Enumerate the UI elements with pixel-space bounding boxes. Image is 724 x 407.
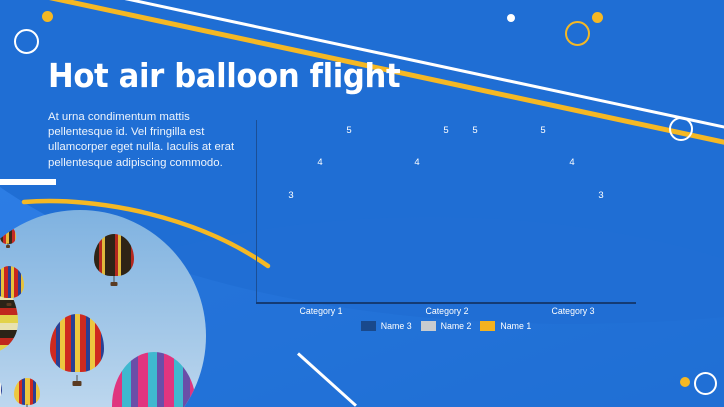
chart-bar[interactable]: 5 (530, 125, 556, 303)
chart-group-1: 3 4 5 (278, 120, 365, 302)
balloon-center-red (50, 314, 104, 386)
chart-bar[interactable]: 5 (433, 125, 459, 303)
yellow-dot-bottom-right (680, 377, 690, 387)
chart-bar-value: 5 (540, 124, 546, 136)
bar-chart[interactable]: 3 4 5 4 5 5 5 4 3 Category 1 Category 2 Category 3… (256, 118, 636, 338)
chart-legend-swatch (420, 321, 436, 331)
page-title: Hot air balloon flight (48, 56, 401, 95)
white-ring-right (669, 117, 693, 141)
white-bar-left (0, 179, 56, 185)
chart-bar[interactable]: 3 (588, 190, 614, 303)
chart-legend-label: Name 3 (380, 321, 412, 331)
chart-legend-item[interactable]: Name 1 (480, 321, 531, 331)
chart-bar[interactable]: 4 (404, 157, 430, 302)
chart-bar[interactable]: 5 (462, 125, 488, 303)
balloon-large-bottom-right (112, 352, 196, 407)
chart-bar[interactable]: 3 (278, 190, 304, 303)
chart-bar-value: 5 (346, 124, 352, 136)
chart-bar-value: 4 (414, 157, 420, 168)
body-paragraph: At urna condimentum mattis pellentesque … (48, 111, 235, 169)
chart-legend-label: Name 1 (500, 321, 532, 331)
chart-group-2: 4 5 5 (404, 120, 491, 302)
balloon-small-bottom-2 (14, 378, 40, 407)
chart-category-label: Category 1 (299, 306, 343, 316)
chart-bar-value: 5 (443, 124, 449, 136)
chart-legend-swatch (480, 321, 496, 331)
balloon-small-bottom-1 (0, 376, 2, 406)
yellow-dot-top-right (592, 12, 603, 23)
chart-category-labels: Category 1 Category 2 Category 3 (256, 306, 636, 320)
yellow-dot-top-left (42, 11, 53, 22)
yellow-ring-top-right (565, 21, 590, 46)
chart-legend-label: Name 2 (440, 321, 472, 331)
chart-group-3: 5 4 3 (530, 120, 617, 302)
chart-category-label: Category 2 (425, 306, 469, 316)
yellow-curve-swoosh (21, 198, 271, 269)
chart-bar[interactable]: 4 (307, 157, 333, 302)
chart-legend-item[interactable]: Name 3 (360, 321, 412, 331)
white-ring-top-left (14, 29, 39, 54)
white-dot-top-center (507, 14, 515, 22)
balloon-top-center (94, 234, 134, 286)
chart-bar-value: 5 (472, 124, 478, 136)
chart-bar-value: 3 (288, 189, 294, 201)
chart-y-axis (256, 120, 257, 302)
chart-x-axis (256, 302, 636, 304)
chart-bar[interactable]: 4 (559, 157, 585, 302)
chart-bar-value: 3 (598, 189, 604, 201)
white-ring-bottom-right (694, 372, 717, 395)
chart-legend-swatch (360, 321, 376, 331)
balloon-photo (0, 210, 206, 407)
chart-plot-area: 3 4 5 4 5 5 5 4 3 (256, 118, 636, 302)
chart-bar-value: 4 (569, 157, 575, 168)
chart-bar-value: 4 (317, 157, 323, 168)
chart-legend[interactable]: Name 3 Name 2 Name 1 (256, 321, 636, 331)
balloon-mid-small (0, 266, 24, 306)
chart-bar[interactable]: 5 (336, 125, 362, 303)
balloon-far-1 (0, 226, 16, 248)
chart-legend-item[interactable]: Name 2 (420, 321, 472, 331)
chart-category-label: Category 3 (551, 306, 595, 316)
